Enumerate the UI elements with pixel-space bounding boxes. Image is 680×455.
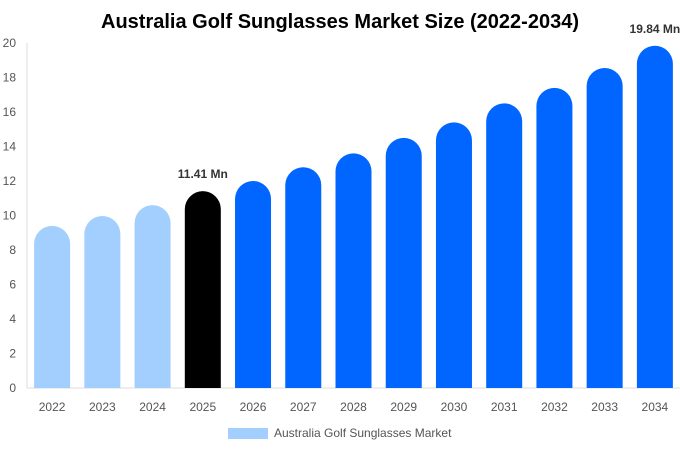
- x-tick-label: 2029: [390, 400, 417, 414]
- y-tick-label: 18: [3, 71, 17, 85]
- x-tick-label: 2034: [642, 400, 669, 414]
- x-tick-label: 2026: [240, 400, 267, 414]
- data-label: 11.41 Mn: [178, 167, 228, 181]
- data-label: 19.84 Mn: [630, 22, 680, 36]
- bar-2028: [335, 153, 372, 388]
- x-tick-label: 2030: [441, 400, 468, 414]
- y-tick-label: 4: [9, 312, 16, 326]
- bar-2027: [285, 167, 322, 388]
- y-tick-label: 2: [9, 347, 16, 361]
- x-tick-label: 2024: [139, 400, 166, 414]
- chart-title: Australia Golf Sunglasses Market Size (2…: [101, 11, 579, 33]
- y-tick-label: 8: [9, 243, 16, 257]
- x-tick-label: 2023: [89, 400, 116, 414]
- x-tick-label: 2027: [290, 400, 317, 414]
- legend-label: Australia Golf Sunglasses Market: [274, 426, 452, 440]
- bar-2032: [536, 87, 573, 388]
- bar-2022: [34, 225, 71, 388]
- y-tick-label: 12: [3, 174, 17, 188]
- y-tick-label: 6: [9, 278, 16, 292]
- legend-swatch: [228, 428, 268, 439]
- bar-2026: [235, 181, 272, 388]
- bar-2029: [385, 137, 422, 388]
- x-tick-label: 2022: [39, 400, 66, 414]
- x-tick-label: 2033: [591, 400, 618, 414]
- y-tick-label: 10: [3, 209, 17, 223]
- y-tick-label: 14: [3, 140, 17, 154]
- y-tick-label: 16: [3, 105, 17, 119]
- x-tick-label: 2032: [541, 400, 568, 414]
- bar-2034: [636, 45, 673, 388]
- bar-2024: [134, 205, 171, 388]
- bar-2023: [84, 216, 121, 388]
- y-tick-label: 20: [3, 36, 17, 50]
- x-tick-label: 2031: [491, 400, 518, 414]
- bar-2033: [586, 68, 623, 388]
- bar-2025: [184, 191, 221, 388]
- legend: Australia Golf Sunglasses Market: [228, 426, 452, 440]
- x-tick-label: 2028: [340, 400, 367, 414]
- y-tick-label: 0: [9, 381, 16, 395]
- bar-2031: [486, 103, 523, 389]
- bar-2030: [435, 122, 472, 388]
- x-tick-label: 2025: [189, 400, 216, 414]
